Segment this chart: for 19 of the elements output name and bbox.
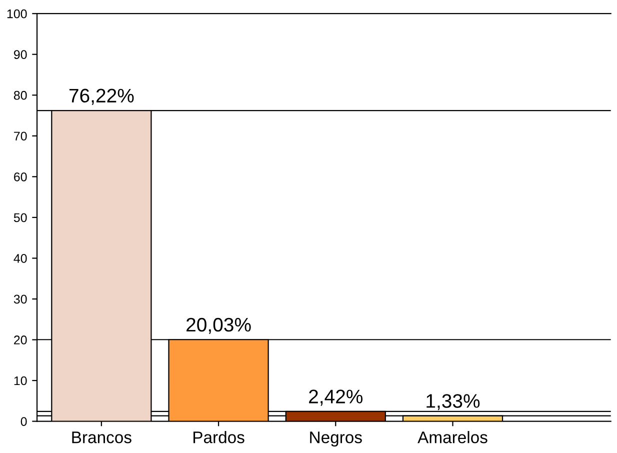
x-tick-label: Amarelos <box>418 431 488 444</box>
y-tick-label: 30 <box>14 294 27 304</box>
y-tick-label: 90 <box>14 50 27 60</box>
data-label: 20,03% <box>186 318 251 334</box>
data-label: 76,22% <box>69 88 134 105</box>
y-tick-label: 100 <box>7 9 27 18</box>
y-tick-label: 80 <box>14 90 27 100</box>
data-label: 2,42% <box>309 390 363 406</box>
y-tick-label: 70 <box>14 132 27 141</box>
y-tick-label: 0 <box>20 417 27 426</box>
x-tick-label: Negros <box>310 432 362 447</box>
y-tick-label: 50 <box>14 213 27 222</box>
x-tick-label: Pardos <box>193 431 244 444</box>
y-tick-label: 10 <box>14 376 27 386</box>
y-tick-label: 40 <box>14 254 27 263</box>
data-label: 1,33% <box>426 394 480 410</box>
y-tick-label: 20 <box>14 336 27 344</box>
y-tick-label: 60 <box>14 172 27 182</box>
x-tick-label: Brancos <box>72 432 132 444</box>
